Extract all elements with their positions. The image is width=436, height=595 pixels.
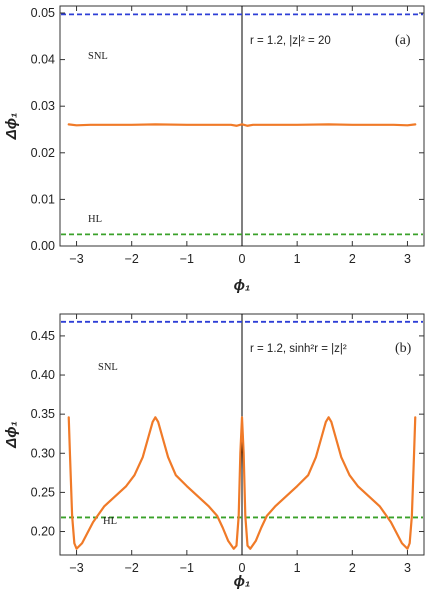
hl-label: HL — [103, 516, 117, 527]
x-tick-label: −1 — [180, 252, 194, 266]
y-tick-label: 0.00 — [31, 239, 55, 253]
snl-label: SNL — [98, 362, 118, 373]
panel-b: 0.20 0.25 0.30 0.35 0.40 0.45 −3 −2 −1 0 1 2 3 ϕ₁ Δϕ₁ S… — [3, 313, 425, 590]
y-tick-label: 0.45 — [31, 329, 55, 343]
parameter-annotation: r = 1.2, sinh²r = |z|² — [250, 343, 347, 355]
y-tick-label: 0.04 — [31, 53, 55, 67]
x-tick-label: 3 — [404, 252, 411, 266]
x-tick-label: −2 — [125, 252, 139, 266]
y-axis-label: Δϕ₁ — [3, 113, 20, 141]
x-tick-label: 1 — [294, 252, 301, 266]
x-tick-label: −3 — [69, 252, 83, 266]
x-tick-label: −2 — [125, 561, 139, 575]
x-tick-label: −3 — [69, 561, 83, 575]
hl-label: HL — [88, 214, 102, 225]
x-tick-label: 3 — [404, 561, 411, 575]
x-tick-label: 0 — [239, 252, 246, 266]
data-curve — [67, 123, 417, 127]
y-axis-label: Δϕ₁ — [3, 421, 20, 449]
y-tick-label: 0.01 — [31, 192, 55, 206]
x-axis-label: ϕ₁ — [234, 573, 251, 590]
y-tick-label: 0.30 — [31, 446, 55, 460]
x-tick-label: 1 — [294, 561, 301, 575]
panel-tag: (b) — [395, 341, 412, 356]
y-tick-label: 0.40 — [31, 368, 55, 382]
x-tick-label: 2 — [349, 561, 356, 575]
y-tick-label: 0.02 — [31, 146, 55, 160]
panel-tag: (a) — [395, 33, 411, 48]
snl-label: SNL — [88, 51, 108, 62]
y-tick-label: 0.35 — [31, 407, 55, 421]
panel-a: 0.00 0.01 0.02 0.03 0.04 0.05 −3 −2 −1 0 1 2 3 ϕ₁ Δϕ₁ S… — [3, 5, 425, 294]
y-tick-label: 0.20 — [31, 525, 55, 539]
y-tick-label: 0.25 — [31, 485, 55, 499]
parameter-annotation: r = 1.2, |z|² = 20 — [250, 35, 331, 47]
x-tick-label: −1 — [180, 561, 194, 575]
data-curve — [67, 416, 417, 550]
x-tick-label: 2 — [349, 252, 356, 266]
y-tick-label: 0.03 — [31, 99, 55, 113]
x-tick-label: 0 — [239, 561, 246, 575]
x-axis-label: ϕ₁ — [234, 277, 251, 294]
y-tick-label: 0.05 — [31, 6, 55, 20]
